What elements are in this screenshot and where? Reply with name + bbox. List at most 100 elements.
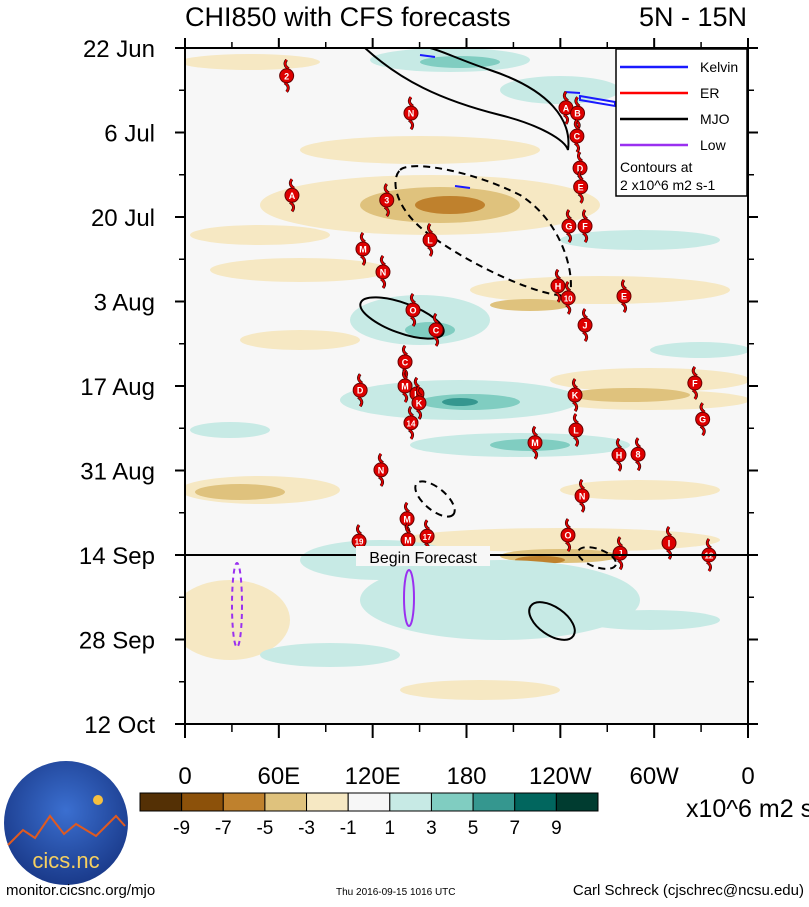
storm-marker: I bbox=[661, 525, 677, 560]
storm-marker: H bbox=[550, 268, 566, 303]
storm-label: N bbox=[378, 465, 385, 475]
y-tick-label: 14 Sep bbox=[79, 543, 155, 570]
mjo-contours bbox=[359, 48, 576, 641]
storm-label: 10 bbox=[564, 294, 573, 303]
storm-label: 3 bbox=[384, 196, 389, 206]
storm-marker: 10 bbox=[560, 280, 576, 315]
colorbar-label: 3 bbox=[426, 818, 437, 839]
storm-marker: A bbox=[284, 178, 300, 213]
legend-note-line2: 2 x10^6 m2 s-1 bbox=[620, 177, 715, 193]
storm-label: E bbox=[578, 182, 584, 192]
storm-label: A bbox=[289, 191, 296, 201]
colorbar-label: 7 bbox=[509, 818, 520, 839]
storm-marker: J bbox=[612, 536, 628, 571]
y-tick-label: 12 Oct bbox=[84, 712, 155, 739]
storm-marker: L bbox=[568, 413, 584, 447]
footer-timestamp: Thu 2016-09-15 1016 UTC bbox=[336, 887, 456, 898]
storm-marker: G bbox=[695, 402, 711, 437]
colorbar-label: 1 bbox=[385, 818, 396, 839]
axis-ticks: 22 Jun 6 Jul 20 Jul 3 Aug 17 Aug 31 Aug 14 Sep… bbox=[79, 36, 758, 790]
storm-marker: N bbox=[403, 96, 419, 131]
colorbar-label: 9 bbox=[551, 818, 562, 839]
storm-label: 8 bbox=[636, 450, 641, 460]
storm-label: J bbox=[618, 549, 623, 559]
storm-label: G bbox=[699, 415, 706, 425]
colorbar-bin bbox=[264, 792, 308, 812]
legend-label: Low bbox=[700, 137, 727, 153]
storm-marker: L bbox=[422, 222, 438, 257]
storm-label: O bbox=[410, 305, 417, 315]
storm-marker: M bbox=[397, 369, 413, 403]
colorbar-label: -5 bbox=[256, 818, 273, 839]
y-tick-label: 28 Sep bbox=[79, 628, 155, 655]
storm-label: A bbox=[563, 103, 570, 113]
storm-marker: O bbox=[405, 293, 421, 327]
storm-label: M bbox=[401, 382, 409, 392]
storm-label: N bbox=[579, 491, 586, 501]
cics-logo: cics.nc bbox=[4, 761, 128, 885]
chart-title: CHI850 with CFS forecasts bbox=[185, 2, 511, 32]
y-tick-label: 31 Aug bbox=[80, 459, 155, 486]
storm-label: H bbox=[555, 281, 562, 291]
footer-url[interactable]: monitor.cicsnc.org/mjo bbox=[6, 882, 156, 899]
colorbar-bin bbox=[430, 792, 474, 812]
legend: Kelvin ER MJO Low Contours at 2 x10^6 m2 s-… bbox=[615, 48, 748, 197]
x-tick-label: 60E bbox=[257, 763, 300, 790]
colorbar-label: 5 bbox=[468, 818, 479, 839]
storm-marker: 8 bbox=[630, 437, 646, 472]
storm-marker: A bbox=[558, 90, 574, 125]
y-tick-label: 3 Aug bbox=[94, 290, 155, 317]
x-tick-label: 0 bbox=[741, 763, 754, 790]
colorbar-bin bbox=[514, 792, 557, 812]
storm-label: F bbox=[582, 222, 588, 232]
colorbar-units: x10^6 m2 s-1 bbox=[686, 795, 809, 823]
storm-marker: M bbox=[527, 425, 543, 460]
storm-label: C bbox=[574, 132, 581, 142]
colorbar-bin bbox=[139, 792, 183, 812]
storm-marker: N bbox=[373, 452, 389, 487]
storm-label: K bbox=[416, 398, 423, 408]
colorbar-bin bbox=[555, 792, 599, 812]
y-tick-label: 17 Aug bbox=[80, 374, 155, 401]
storm-marker: 3 bbox=[379, 183, 395, 218]
colorbar-label: -7 bbox=[215, 818, 232, 839]
storm-marker: 2 bbox=[279, 58, 295, 93]
colorbar-bin bbox=[181, 792, 224, 812]
colorbar: -9 -7 -5 -3 -1 1 3 5 7 9 bbox=[139, 792, 599, 839]
x-tick-label: 120E bbox=[345, 763, 401, 790]
storm-label: 14 bbox=[407, 419, 416, 428]
storm-marker: K bbox=[411, 385, 427, 420]
x-tick-label: 60W bbox=[629, 763, 679, 790]
storm-label: L bbox=[573, 426, 579, 436]
storm-label: 17 bbox=[423, 533, 432, 542]
storm-label: L bbox=[427, 235, 433, 245]
storm-label: 2 bbox=[284, 71, 289, 81]
storm-marker: G bbox=[561, 209, 577, 243]
colorbar-bin bbox=[472, 792, 516, 812]
y-tick-label: 6 Jul bbox=[104, 121, 155, 148]
storm-marker: F bbox=[577, 209, 593, 243]
storm-label: N bbox=[380, 267, 387, 277]
storm-marker: E bbox=[573, 169, 589, 204]
colorbar-bin bbox=[389, 792, 432, 812]
forecast-label: Begin Forecast bbox=[369, 550, 477, 567]
storm-marker: 14 bbox=[403, 405, 419, 440]
forecast-label-bg bbox=[356, 546, 490, 566]
storm-marker: D bbox=[352, 373, 368, 408]
storm-label: B bbox=[574, 109, 581, 119]
storm-marker: C bbox=[428, 312, 444, 347]
storm-label: C bbox=[433, 325, 440, 335]
legend-label: Kelvin bbox=[700, 59, 738, 75]
storm-marker: N bbox=[574, 478, 590, 513]
storm-label: G bbox=[565, 222, 572, 232]
x-tick-label: 0 bbox=[178, 763, 191, 790]
y-tick-label: 20 Jul bbox=[91, 205, 155, 232]
storm-marker: O bbox=[560, 518, 576, 553]
y-tick-label: 22 Jun bbox=[83, 36, 155, 63]
colorbar-bin bbox=[347, 792, 391, 812]
storm-marker: E bbox=[616, 279, 632, 314]
legend-label: MJO bbox=[700, 111, 730, 127]
storm-label: I bbox=[668, 538, 671, 548]
